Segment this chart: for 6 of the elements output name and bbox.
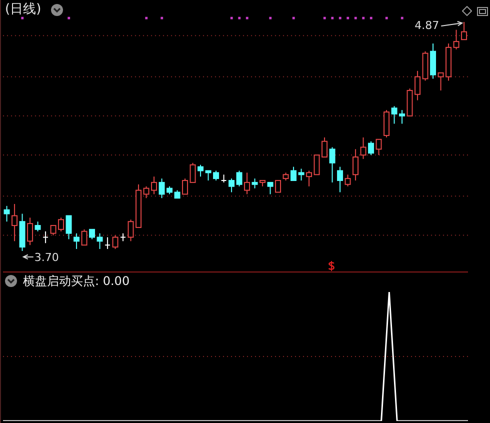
- candlestick: [12, 203, 18, 242]
- chart-title: 横盘启动买点: 0.00: [23, 273, 130, 289]
- annotation: 3.70: [34, 250, 59, 264]
- annotation: 4.87: [414, 18, 440, 32]
- candlestick: [352, 148, 359, 181]
- chart-title: (日线): [5, 2, 42, 18]
